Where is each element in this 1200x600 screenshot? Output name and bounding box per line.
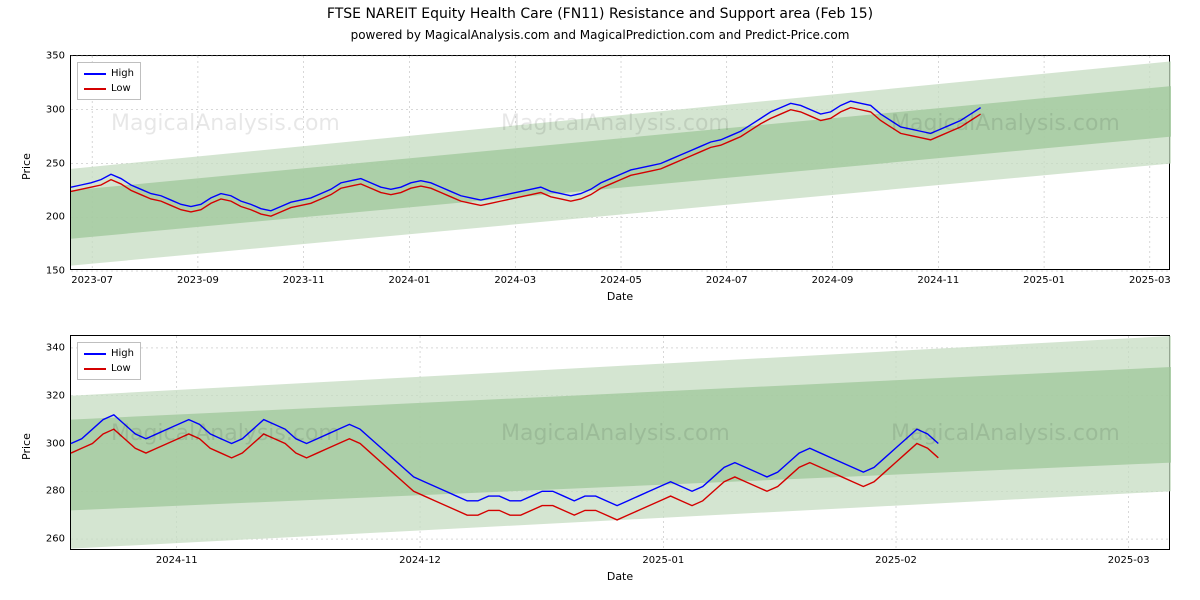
legend-top: High Low [77,62,141,100]
xtick-label: 2024-12 [399,549,441,566]
legend-item-low: Low [84,361,134,376]
bottom-chart-panel: High Low MagicalAnalysis.com MagicalAnal… [70,335,1170,550]
ytick-label: 350 [46,51,71,62]
xtick-label: 2024-03 [494,269,536,286]
legend-item-low: Low [84,81,134,96]
main-title: FTSE NAREIT Equity Health Care (FN11) Re… [0,6,1200,22]
legend-swatch-high [84,73,106,75]
top-chart-svg [71,56,1171,271]
xtick-label: 2023-09 [177,269,219,286]
ytick-label: 250 [46,158,71,169]
xtick-label: 2024-01 [389,269,431,286]
legend-item-high: High [84,66,134,81]
ytick-label: 300 [46,438,71,449]
xtick-label: 2025-01 [1023,269,1065,286]
xtick-label: 2025-03 [1108,549,1150,566]
ytick-label: 300 [46,104,71,115]
ylabel-bottom: Price [20,433,33,460]
ytick-label: 340 [46,342,71,353]
ytick-label: 200 [46,212,71,223]
ytick-label: 260 [46,534,71,545]
xtick-label: 2025-01 [642,549,684,566]
xlabel-bottom: Date [70,570,1170,583]
xtick-label: 2023-11 [283,269,325,286]
legend-bottom: High Low [77,342,141,380]
legend-swatch-low [84,88,106,90]
ytick-label: 280 [46,486,71,497]
xlabel-top: Date [70,290,1170,303]
legend-swatch-high [84,353,106,355]
xtick-label: 2025-03 [1129,269,1171,286]
xtick-label: 2023-07 [71,269,113,286]
xtick-label: 2024-11 [917,269,959,286]
legend-label-low: Low [111,81,131,96]
ytick-label: 320 [46,390,71,401]
xtick-label: 2024-11 [156,549,198,566]
xtick-label: 2024-09 [812,269,854,286]
legend-label-high: High [111,66,134,81]
legend-label-high: High [111,346,134,361]
bottom-chart-svg [71,336,1171,551]
legend-swatch-low [84,368,106,370]
top-chart-panel: High Low MagicalAnalysis.com MagicalAnal… [70,55,1170,270]
xtick-label: 2025-02 [875,549,917,566]
legend-label-low: Low [111,361,131,376]
xtick-label: 2024-07 [706,269,748,286]
xtick-label: 2024-05 [600,269,642,286]
subtitle: powered by MagicalAnalysis.com and Magic… [0,28,1200,42]
ytick-label: 150 [46,266,71,277]
ylabel-top: Price [20,153,33,180]
figure: FTSE NAREIT Equity Health Care (FN11) Re… [0,0,1200,600]
legend-item-high: High [84,346,134,361]
